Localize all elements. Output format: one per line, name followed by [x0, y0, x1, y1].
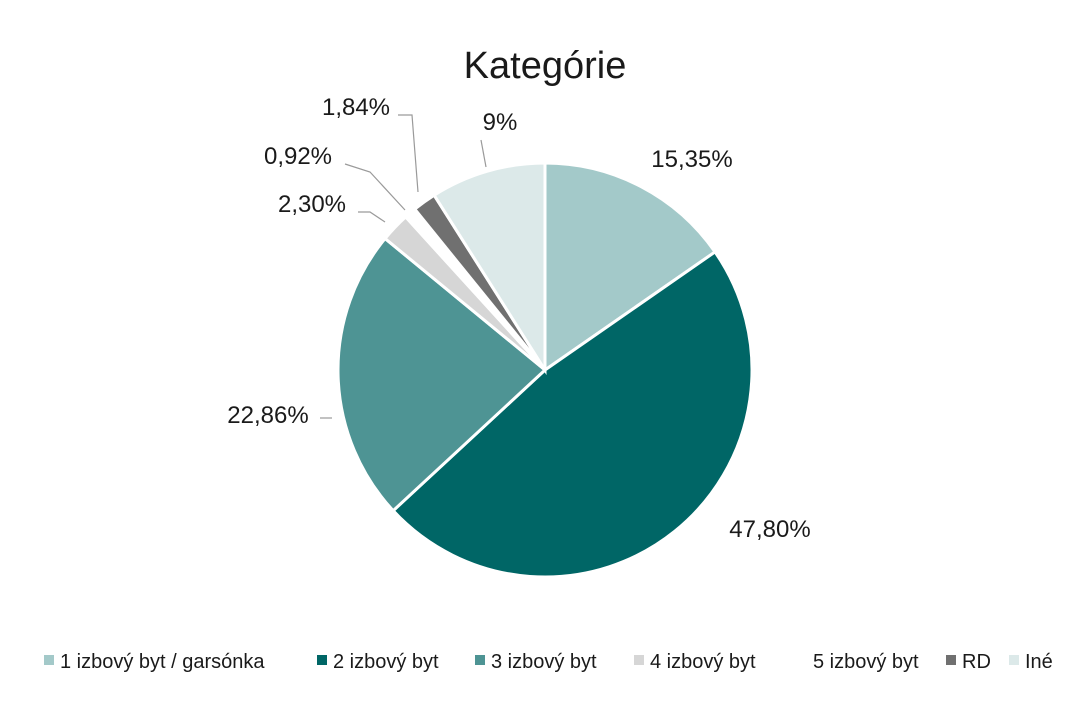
legend-item-5-izbovy-byt: 5 izbový byt: [797, 651, 919, 673]
legend-swatch: [317, 655, 327, 665]
legend-swatch: [634, 655, 644, 665]
legend-label: RD: [962, 651, 991, 673]
legend-swatch: [797, 655, 807, 665]
legend-item-3-izbovy-byt: 3 izbový byt: [475, 651, 597, 673]
leader-line-ine: [480, 139, 487, 168]
pie-slice-ine: [432, 161, 547, 376]
data-label-4-izbovy-byt: 2,30%: [278, 191, 346, 218]
data-label-rd: 1,84%: [322, 94, 390, 121]
leader-line-rd: [398, 114, 419, 193]
legend-item-1-izbovy-byt-garsonka: 1 izbový byt / garsónka: [44, 651, 265, 673]
data-labels: 15,35% 47,80% 22,86% 2,30% 0,92% 1,84% 9%: [227, 94, 810, 543]
legend-label: 3 izbový byt: [491, 651, 597, 673]
legend-swatch: [475, 655, 485, 665]
legend-label: 5 izbový byt: [813, 651, 919, 673]
data-label-2-izbovy-byt: 47,80%: [729, 516, 810, 543]
chart-title: Kategórie: [464, 45, 627, 87]
legend-label: 1 izbový byt / garsónka: [60, 651, 265, 673]
pie-slice-3-izbovy-byt: [336, 236, 548, 513]
legend-label: Iné: [1025, 651, 1053, 673]
pie-slice-1-izbovy-byt-garsonka: [543, 161, 718, 373]
legend-swatch: [44, 655, 54, 665]
legend-item-rd: RD: [946, 651, 991, 673]
leader-line-4-izbovy-byt: [358, 211, 386, 223]
leader-line-5-izbovy-byt: [344, 163, 406, 211]
legend-item-4-izbovy-byt: 4 izbový byt: [634, 651, 756, 673]
data-label-ine: 9%: [483, 109, 518, 136]
legend-label: 4 izbový byt: [650, 651, 756, 673]
pie-slice-2-izbovy-byt: [391, 249, 754, 579]
legend: 1 izbový byt / garsónka 2 izbový byt 3 izb…: [44, 651, 1053, 673]
leader-lines: [320, 114, 487, 419]
legend-item-2-izbovy-byt: 2 izbový byt: [317, 651, 439, 673]
data-label-1-izbovy-byt-garsonka: 15,35%: [651, 146, 732, 173]
data-label-5-izbovy-byt: 0,92%: [264, 143, 332, 170]
legend-label: 2 izbový byt: [333, 651, 439, 673]
data-label-3-izbovy-byt: 22,86%: [227, 402, 308, 429]
pie-slices: [336, 161, 754, 579]
legend-swatch: [946, 655, 956, 665]
legend-swatch: [1009, 655, 1019, 665]
legend-item-ine: Iné: [1009, 651, 1053, 673]
